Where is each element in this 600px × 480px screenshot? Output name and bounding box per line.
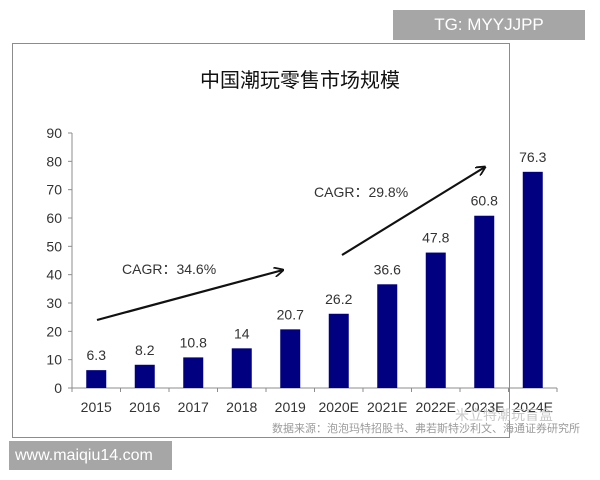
data-label: 20.7 — [277, 306, 304, 322]
bar-2024E — [522, 171, 543, 388]
data-label: 26.2 — [325, 291, 352, 307]
cagr-label-2: CAGR：29.8% — [314, 184, 408, 200]
data-label: 6.3 — [87, 347, 107, 363]
x-tick-label: 2021E — [367, 399, 407, 415]
cagr-label-1: CAGR：34.6% — [122, 261, 216, 277]
cagr-annotations: CAGR：34.6% CAGR：29.8% — [96, 167, 485, 322]
tg-watermark-badge: TG: MYYJJPP — [393, 10, 585, 40]
y-tick-label: 20 — [46, 323, 62, 339]
y-tick-label: 10 — [46, 352, 62, 368]
data-label: 8.2 — [135, 342, 155, 358]
site-watermark-badge: www.maiqiu14.com — [9, 441, 172, 470]
chart-title: 中国潮玩零售市场规模 — [200, 68, 400, 92]
bar-2021E — [377, 284, 398, 388]
y-tick-label: 50 — [46, 238, 62, 254]
y-tick-label: 0 — [54, 380, 62, 396]
bar-2015 — [86, 370, 107, 388]
y-tick-label: 80 — [46, 153, 62, 169]
bar-2018 — [231, 348, 252, 388]
bar-2020E — [328, 313, 349, 388]
y-tick-label: 40 — [46, 267, 62, 283]
y-tick-label: 70 — [46, 182, 62, 198]
x-tick-label: 2022E — [416, 399, 456, 415]
data-label: 47.8 — [422, 230, 449, 246]
y-tick-label: 30 — [46, 295, 62, 311]
bar-2019 — [280, 329, 301, 388]
x-tick-label: 2019 — [275, 399, 306, 415]
data-label: 14 — [234, 325, 250, 341]
data-label: 36.6 — [374, 261, 401, 277]
wechat-watermark: 米立特潮玩盲盒 — [455, 408, 553, 424]
bar-2016 — [134, 364, 155, 388]
x-tick-label: 2020E — [319, 399, 359, 415]
x-tick-label: 2015 — [81, 399, 112, 415]
bar-2023E — [474, 215, 495, 388]
x-tick-label: 2024E — [513, 399, 553, 415]
x-tick-label: 2018 — [226, 399, 257, 415]
data-label: 76.3 — [519, 149, 546, 165]
bar-2017 — [183, 357, 204, 388]
source-note: 数据来源：泡泡玛特招股书、弗若斯特沙利文、海通证券研究所 — [272, 422, 580, 435]
y-tick-label: 90 — [46, 125, 62, 141]
y-tick-label: 60 — [46, 210, 62, 226]
x-tick-label: 2023E — [464, 399, 504, 415]
bars: 6.3 8.2 10.8 14 20.7 26.2 36.6 47.8 60.8 76.3 — [86, 149, 547, 388]
x-tick-label: 2017 — [178, 399, 209, 415]
data-label: 60.8 — [471, 193, 498, 209]
bar-2022E — [425, 252, 446, 388]
x-tick-label: 2016 — [129, 399, 160, 415]
x-axis: 2015 2016 2017 2018 2019 2020E 2021E 2022E 2023E… — [71, 387, 558, 415]
y-axis: 0 10 20 30 40 50 60 70 80 90 — [46, 125, 73, 396]
data-label: 10.8 — [180, 334, 207, 350]
